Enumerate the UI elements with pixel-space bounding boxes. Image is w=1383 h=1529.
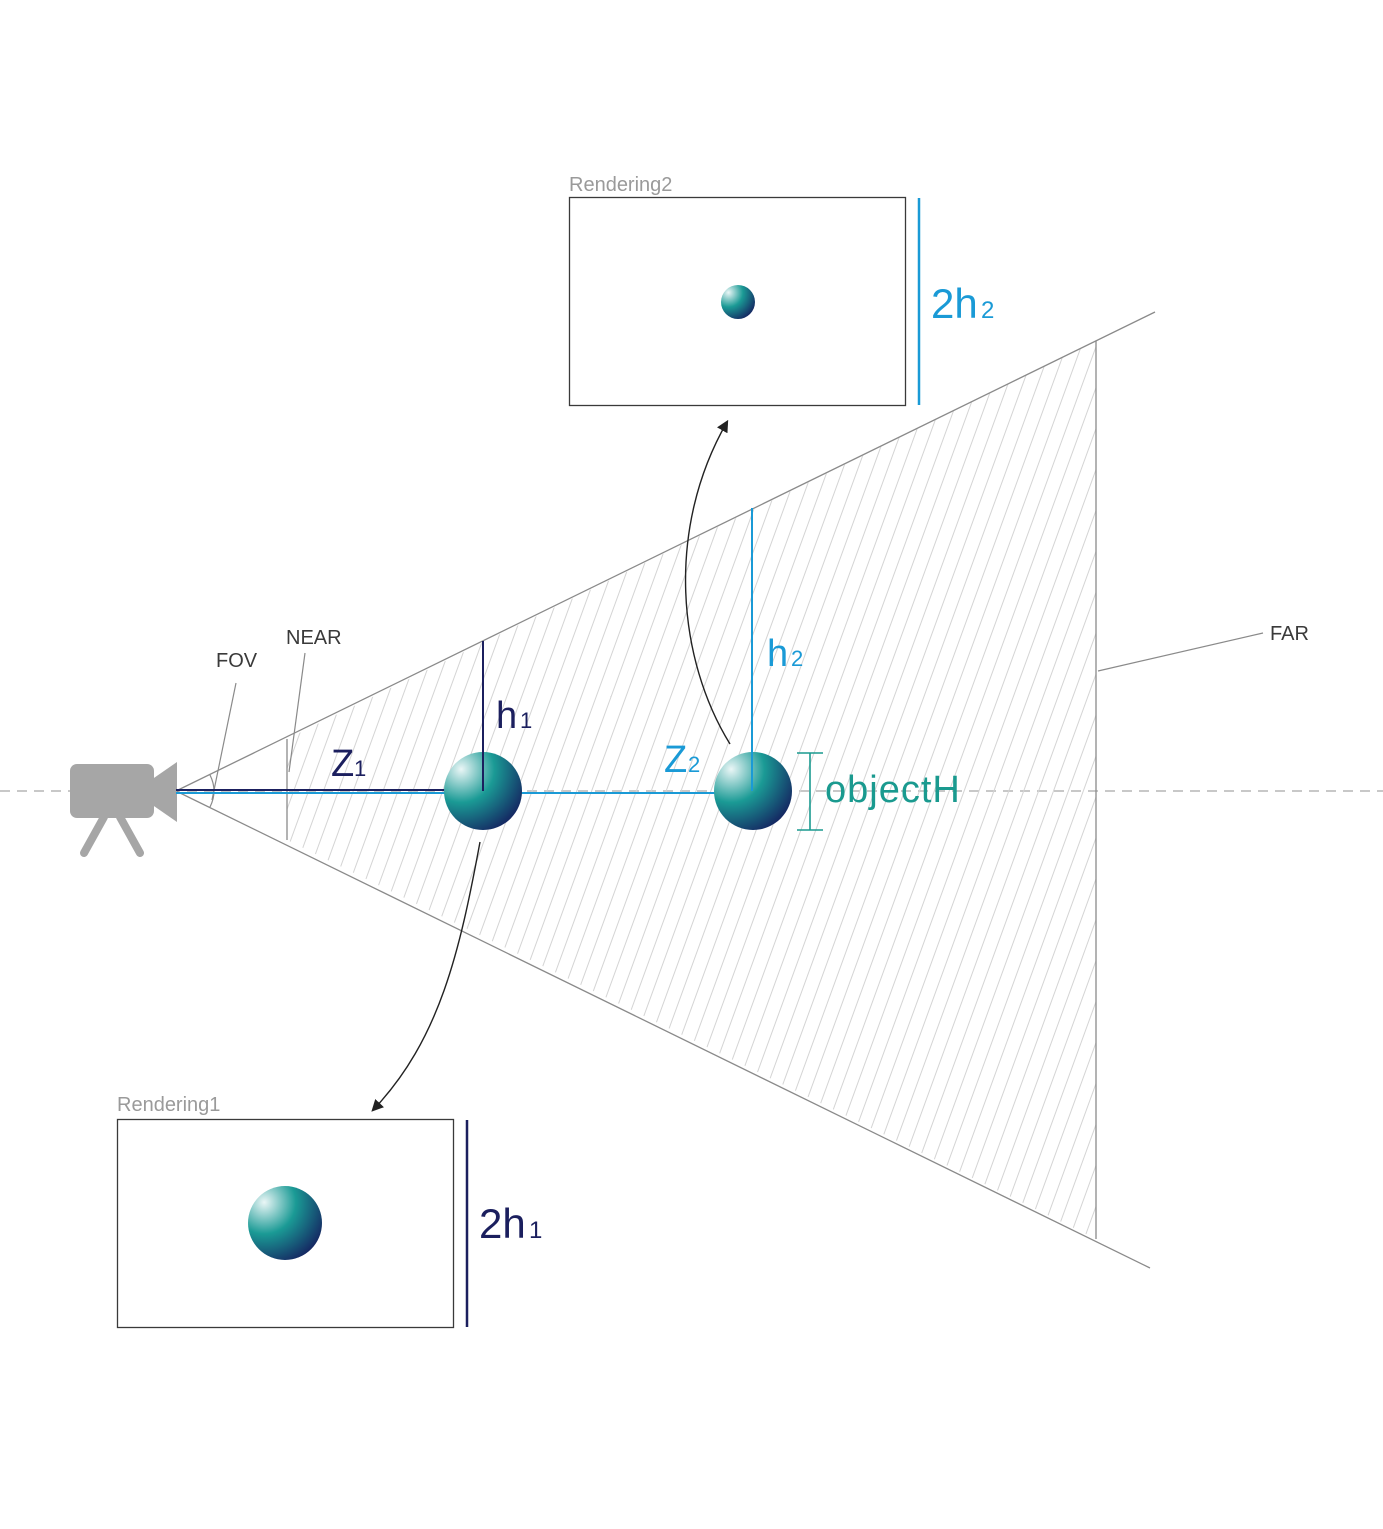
fov-label: FOV xyxy=(216,650,258,672)
h1-subscript: 1 xyxy=(520,708,532,733)
frustum-bottom-edge xyxy=(175,790,1151,1269)
frustum-top-edge xyxy=(175,311,1156,792)
object-height-bracket xyxy=(797,752,823,831)
rendering1-sphere xyxy=(248,1186,322,1260)
two-h2-label: 2h xyxy=(931,280,978,327)
h1-label: h xyxy=(496,695,517,737)
video-camera-on-tripod-icon xyxy=(70,762,177,857)
near-leader-line xyxy=(288,652,306,773)
arrow-to-rendering2 xyxy=(684,419,731,745)
far-leader-line xyxy=(1097,632,1264,672)
z1-subscript: 1 xyxy=(354,756,366,781)
two-h2-subscript: 2 xyxy=(981,297,994,324)
near-label: NEAR xyxy=(286,627,342,649)
fov-leader-line xyxy=(211,682,237,801)
z2-label: Z xyxy=(664,739,687,781)
rendering1-title: Rendering1 xyxy=(117,1094,220,1116)
rendering2-title: Rendering2 xyxy=(569,174,672,196)
h2-subscript: 2 xyxy=(791,646,803,671)
frustum-hatched-region xyxy=(287,341,1096,1239)
h2-label: h xyxy=(767,633,788,675)
rendering2-sphere xyxy=(721,285,755,319)
two-h1-label: 2h xyxy=(479,1200,526,1247)
z1-label: Z xyxy=(331,743,354,785)
far-label: FAR xyxy=(1270,623,1309,645)
object-h-label: objectH xyxy=(825,769,961,811)
two-h1-subscript: 1 xyxy=(529,1217,542,1244)
arrow-to-rendering1 xyxy=(371,841,481,1112)
z2-subscript: 2 xyxy=(688,752,700,777)
